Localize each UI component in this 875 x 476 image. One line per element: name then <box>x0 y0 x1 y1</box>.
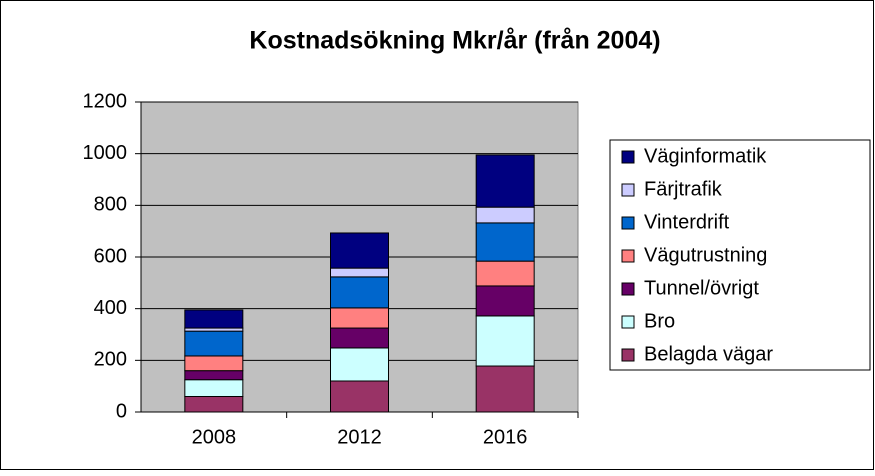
y-tick-label: 1200 <box>83 90 128 112</box>
bar-segment <box>475 285 535 317</box>
bar-segment <box>184 309 244 329</box>
bar-segment <box>475 154 535 208</box>
x-tick-label: 2016 <box>483 426 528 448</box>
bar-segment <box>475 222 535 262</box>
bar-segment <box>184 396 244 413</box>
bar-segment <box>330 327 389 349</box>
bar-segment <box>184 379 244 398</box>
y-tick-label: 800 <box>94 194 127 216</box>
bar-segment <box>184 370 244 381</box>
legend-swatch <box>621 183 635 197</box>
bar-segment <box>184 330 244 357</box>
legend-label: Tunnel/övrigt <box>644 277 759 299</box>
legend-swatch <box>621 249 635 263</box>
legend-swatch <box>621 216 635 230</box>
y-tick-label: 400 <box>94 297 127 319</box>
bar-segment <box>330 380 389 413</box>
bar-segment <box>330 307 389 329</box>
bar-segment <box>330 267 389 278</box>
bar-segment <box>475 315 535 367</box>
legend-label: Vägutrustning <box>644 244 767 266</box>
bar-segment <box>475 365 535 413</box>
legend-label: Väginformatik <box>644 145 767 167</box>
bar-segment <box>330 276 389 309</box>
y-tick-label: 0 <box>116 400 127 422</box>
legend-box <box>609 139 871 371</box>
chart-title: Kostnadsökning Mkr/år (från 2004) <box>249 27 660 55</box>
legend-label: Belagda vägar <box>644 343 773 365</box>
bar-segment <box>475 260 535 287</box>
bar-segment <box>184 355 244 372</box>
legend-swatch <box>621 282 635 296</box>
legend-swatch <box>621 348 635 362</box>
y-tick-label: 200 <box>94 349 127 371</box>
bar-segment <box>330 232 389 269</box>
legend-label: Bro <box>644 310 675 332</box>
y-tick-label: 1000 <box>83 142 128 164</box>
bar-segment <box>330 347 389 382</box>
legend-label: Vinterdrift <box>644 211 730 233</box>
bar-segment <box>475 206 535 224</box>
legend-swatch <box>621 315 635 329</box>
y-tick-label: 600 <box>94 245 127 267</box>
legend-swatch <box>621 150 635 164</box>
legend-label: Färjtrafik <box>644 178 723 200</box>
x-tick-label: 2012 <box>337 426 382 448</box>
x-tick-label: 2008 <box>192 426 237 448</box>
